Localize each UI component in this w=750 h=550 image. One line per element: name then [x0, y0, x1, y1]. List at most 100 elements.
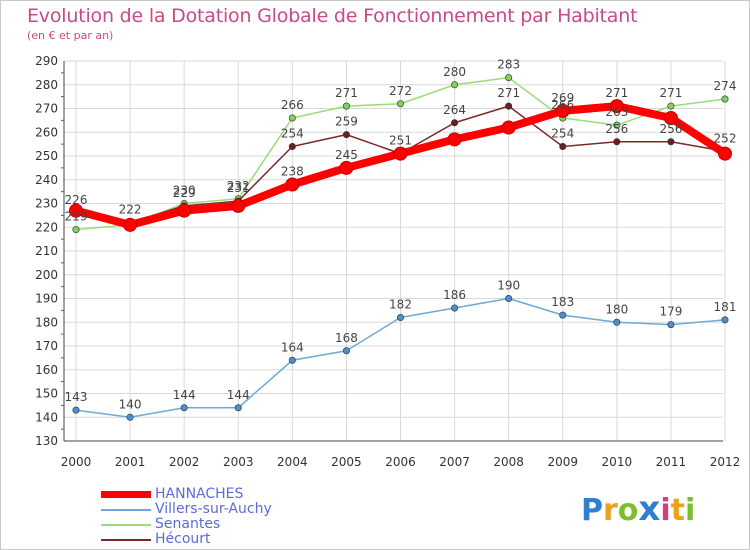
data-point-senantes — [721, 95, 729, 103]
data-label-hecourt: 271 — [497, 86, 520, 100]
data-point-hannaches — [339, 160, 354, 175]
legend-swatch-villers-sur-auchy — [101, 509, 151, 511]
logo-letter: x — [638, 489, 661, 529]
y-tick-label: 210 — [35, 244, 58, 258]
legend-swatch-senantes — [101, 524, 151, 526]
logo-letter: i — [685, 493, 696, 528]
data-point-hecourt — [288, 143, 296, 151]
data-label-hecourt: 254 — [551, 127, 574, 141]
legend-label-hecourt: Hécourt — [155, 531, 211, 547]
data-label-hannaches: 271 — [605, 86, 628, 100]
data-point-hannaches — [285, 177, 300, 192]
legend-label-senantes: Senantes — [155, 516, 221, 532]
data-point-villers-sur-auchy — [396, 313, 404, 321]
x-tick-label: 2000 — [61, 455, 92, 469]
data-point-villers-sur-auchy — [721, 316, 729, 324]
data-point-hannaches — [501, 120, 516, 135]
data-point-hecourt — [667, 138, 675, 146]
x-tick-label: 2004 — [277, 455, 308, 469]
data-label-senantes: 232 — [227, 179, 250, 193]
data-point-hannaches — [718, 146, 732, 161]
y-tick-label: 140 — [35, 410, 58, 424]
data-label-senantes: 280 — [443, 65, 466, 79]
data-point-villers-sur-auchy — [72, 406, 80, 414]
y-tick-label: 180 — [35, 315, 58, 329]
data-point-hannaches — [393, 146, 408, 161]
y-tick-label: 260 — [35, 125, 58, 139]
data-label-hecourt: 264 — [443, 103, 466, 117]
data-point-villers-sur-auchy — [613, 318, 621, 326]
data-label-villers-sur-auchy: 186 — [443, 288, 466, 302]
data-label-villers-sur-auchy: 183 — [551, 295, 574, 309]
legend-label-villers-sur-auchy: Villers-sur-Auchy — [155, 501, 272, 517]
legend: HANNACHES Villers-sur-Auchy Senantes Héc… — [101, 486, 361, 547]
data-point-senantes — [451, 81, 459, 89]
data-point-hannaches — [69, 203, 83, 218]
y-tick-label: 190 — [35, 292, 58, 306]
data-label-hecourt: 256 — [659, 122, 682, 136]
logo-letter: r — [603, 493, 618, 528]
data-point-senantes — [505, 74, 513, 82]
data-label-villers-sur-auchy: 180 — [605, 302, 628, 316]
data-point-hannaches — [231, 198, 246, 213]
y-tick-label: 150 — [35, 387, 58, 401]
legend-item-villers-sur-auchy: Villers-sur-Auchy — [101, 501, 361, 517]
data-label-villers-sur-auchy: 164 — [281, 340, 304, 354]
data-label-villers-sur-auchy: 181 — [714, 300, 737, 314]
y-tick-label: 290 — [35, 54, 58, 68]
data-point-villers-sur-auchy — [505, 294, 513, 302]
data-label-villers-sur-auchy: 140 — [119, 397, 142, 411]
y-tick-label: 250 — [35, 149, 58, 163]
chart-subtitle: (en € et par an) — [27, 29, 114, 42]
data-label-senantes: 272 — [389, 84, 412, 98]
data-point-senantes — [396, 100, 404, 108]
y-tick-label: 220 — [35, 220, 58, 234]
data-point-senantes — [342, 102, 350, 110]
x-tick-label: 2005 — [331, 455, 362, 469]
data-point-villers-sur-auchy — [180, 404, 188, 412]
data-label-villers-sur-auchy: 144 — [227, 388, 250, 402]
y-tick-label: 240 — [35, 173, 58, 187]
x-tick-label: 2001 — [115, 455, 146, 469]
data-point-hannaches — [447, 132, 462, 147]
x-tick-label: 2009 — [547, 455, 578, 469]
data-label-villers-sur-auchy: 168 — [335, 331, 358, 345]
data-label-senantes: 230 — [173, 184, 196, 198]
data-label-hecourt: 254 — [281, 127, 304, 141]
data-label-hecourt: 256 — [605, 122, 628, 136]
data-label-hecourt: 226 — [65, 193, 88, 207]
data-point-hecourt — [451, 119, 459, 127]
y-tick-label: 200 — [35, 268, 58, 282]
y-tick-label: 230 — [35, 197, 58, 211]
data-point-senantes — [72, 226, 80, 234]
y-tick-label: 270 — [35, 102, 58, 116]
data-label-senantes: 274 — [714, 79, 737, 93]
legend-item-hannaches: HANNACHES — [101, 486, 361, 502]
data-label-hannaches: 269 — [551, 91, 574, 105]
data-point-villers-sur-auchy — [342, 347, 350, 355]
x-tick-label: 2003 — [223, 455, 254, 469]
logo-letter: t — [670, 493, 685, 528]
legend-swatch-hannaches — [101, 491, 151, 498]
data-label-senantes: 263 — [605, 105, 628, 119]
data-point-villers-sur-auchy — [667, 321, 675, 329]
data-point-senantes — [288, 114, 296, 122]
data-label-hecourt: 222 — [119, 203, 142, 217]
data-label-senantes: 219 — [65, 210, 88, 224]
data-label-villers-sur-auchy: 144 — [173, 388, 196, 402]
data-point-villers-sur-auchy — [234, 404, 242, 412]
logo-letter: i — [660, 493, 671, 528]
legend-item-senantes: Senantes — [101, 516, 361, 532]
data-point-hecourt — [613, 138, 621, 146]
x-tick-label: 2012 — [710, 455, 741, 469]
x-tick-label: 2008 — [493, 455, 524, 469]
legend-swatch-hecourt — [101, 539, 151, 541]
data-label-hecourt: 229 — [173, 186, 196, 200]
data-point-hannaches — [177, 203, 192, 218]
x-tick-label: 2010 — [602, 455, 633, 469]
data-label-hannaches: 238 — [281, 165, 304, 179]
legend-label-hannaches: HANNACHES — [155, 486, 244, 502]
data-label-senantes: 266 — [281, 98, 304, 112]
data-label-hecourt: 231 — [227, 181, 250, 195]
